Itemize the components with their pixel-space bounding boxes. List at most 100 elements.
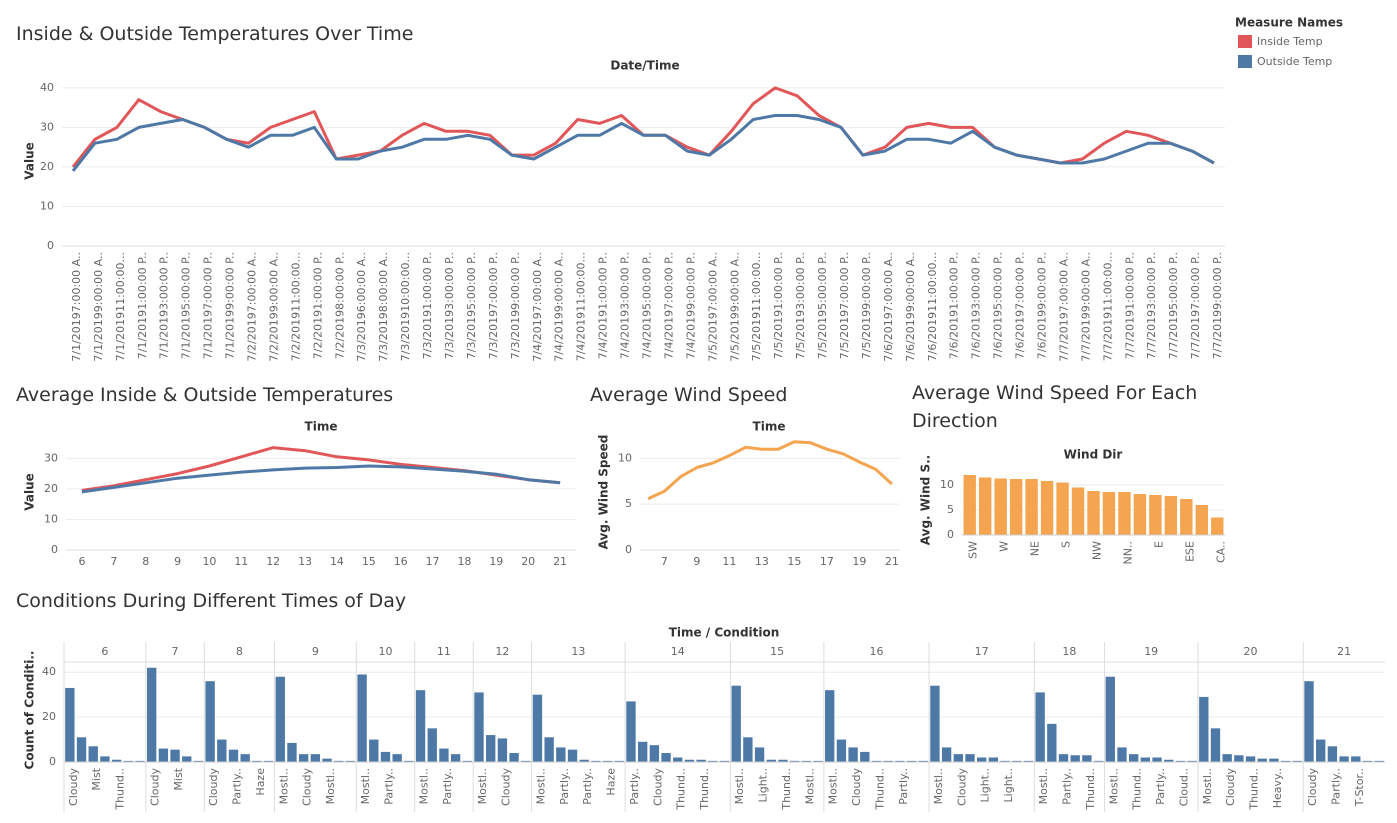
y-tick-label: 20 xyxy=(44,482,58,495)
bar xyxy=(1351,756,1361,762)
y-tick-label: 20 xyxy=(42,710,56,723)
bar xyxy=(1149,495,1162,535)
bar xyxy=(462,760,472,762)
panel-label: 19 xyxy=(1144,645,1158,658)
panel-label: 17 xyxy=(975,645,989,658)
bar xyxy=(509,753,519,762)
x-tick-label: 7/5/201911:00:00... xyxy=(750,252,763,361)
y-tick-label: 0 xyxy=(47,239,54,252)
bar xyxy=(1280,760,1291,762)
x-tick-label: Cloudy xyxy=(651,768,664,806)
x-tick-label: 7/7/20197:00:00 A.. xyxy=(1057,252,1070,362)
x-tick-label: 7/3/20199:00:00 P.. xyxy=(509,252,522,359)
x-axis-title: Time xyxy=(753,420,786,434)
bar xyxy=(766,759,776,762)
x-tick-label: 6 xyxy=(78,555,85,568)
panel-label: 10 xyxy=(378,645,392,658)
bar xyxy=(1292,760,1302,762)
x-tick-label: 7/3/20198:00:00 A.. xyxy=(377,252,390,362)
bar xyxy=(76,737,87,762)
x-tick-label: 9 xyxy=(174,555,181,568)
x-tick-label: Cloud.. xyxy=(1177,768,1190,806)
bar xyxy=(193,760,204,762)
bar xyxy=(1087,491,1100,535)
bar xyxy=(977,757,987,762)
y-tick-label: 0 xyxy=(947,528,954,541)
x-tick-label: 7/5/20199:00:00 A.. xyxy=(728,252,741,362)
bar xyxy=(170,749,180,762)
x-tick-label: 7/4/20193:00:00 P.. xyxy=(619,252,632,359)
bar xyxy=(602,760,613,762)
panel-label: 18 xyxy=(1062,645,1076,658)
x-tick-label: 7/3/20193:00:00 P.. xyxy=(443,252,456,359)
y-tick-label: 0 xyxy=(51,543,58,556)
bar xyxy=(637,741,648,762)
x-tick-label: 7/7/20193:00:00 P.. xyxy=(1145,252,1158,359)
bar xyxy=(228,749,239,762)
bar xyxy=(427,728,437,762)
bar xyxy=(696,759,706,762)
y-tick-label: 10 xyxy=(44,512,58,525)
panel-label: 21 xyxy=(1337,645,1351,658)
x-tick-label: 7/4/201911:00:00... xyxy=(575,252,588,361)
bar xyxy=(345,760,356,762)
x-tick-label: 7/2/201911:00:00... xyxy=(289,252,302,361)
bar xyxy=(813,760,823,762)
bar xyxy=(963,475,976,535)
x-tick-label: Mostl.. xyxy=(1201,768,1214,804)
bar xyxy=(579,759,589,762)
x-tick-label: 7/6/20199:00:00 A.. xyxy=(904,252,917,362)
bar xyxy=(521,760,531,762)
y-axis-title: Value xyxy=(23,142,37,180)
x-tick-label: Haze xyxy=(254,768,267,796)
x-tick-label: 19 xyxy=(489,555,503,568)
chart-title: Average Wind Speed xyxy=(590,384,787,406)
bar xyxy=(626,701,636,762)
bar xyxy=(1327,746,1338,762)
x-tick-label: 9 xyxy=(693,555,700,568)
bar xyxy=(994,478,1007,535)
bar xyxy=(988,757,999,762)
x-tick-label: 18 xyxy=(457,555,471,568)
x-tick-label: 15 xyxy=(362,555,376,568)
bar xyxy=(532,694,543,762)
bar xyxy=(1374,760,1384,762)
panel-label: 14 xyxy=(671,645,685,658)
x-tick-label: Partly.. xyxy=(581,768,594,805)
bar xyxy=(1128,754,1139,762)
bar xyxy=(649,745,660,762)
y-tick-label: 40 xyxy=(40,81,54,94)
bar xyxy=(1056,482,1069,535)
bar xyxy=(556,747,566,762)
bar xyxy=(591,760,601,762)
x-tick-label: 7/2/20199:00:00 A.. xyxy=(267,252,280,362)
x-tick-label: 7/7/20197:00:00 P.. xyxy=(1189,252,1202,359)
bar xyxy=(1152,757,1162,762)
bar xyxy=(111,759,122,762)
x-tick-label: 7/7/20195:00:00 P.. xyxy=(1167,252,1180,359)
bar xyxy=(965,754,975,762)
x-tick-label: Mist xyxy=(90,767,103,790)
x-tick-label: 11 xyxy=(234,555,248,568)
bar xyxy=(661,753,671,762)
bar xyxy=(1164,759,1174,762)
bar xyxy=(1047,723,1057,762)
bar xyxy=(825,690,835,762)
y-tick-label: 10 xyxy=(40,199,54,212)
x-axis-title: Time / Condition xyxy=(669,626,780,640)
y-tick-label: 5 xyxy=(625,497,632,510)
y-tick-label: 30 xyxy=(44,451,58,464)
legend-swatch xyxy=(1238,55,1252,68)
x-tick-label: Partly.. xyxy=(1061,768,1074,805)
bar xyxy=(743,737,753,762)
bar xyxy=(217,739,227,762)
x-tick-label: 16 xyxy=(394,555,408,568)
panel-label: 13 xyxy=(571,645,585,658)
x-tick-label: 7/5/20199:00:00 P.. xyxy=(860,252,873,359)
x-tick-label: Mostl.. xyxy=(827,768,840,804)
x-tick-label: Mostl.. xyxy=(1107,768,1120,804)
x-tick-label: Partly.. xyxy=(628,768,641,805)
x-tick-label: 17 xyxy=(426,555,440,568)
x-tick-label: Thund.. xyxy=(114,768,127,811)
